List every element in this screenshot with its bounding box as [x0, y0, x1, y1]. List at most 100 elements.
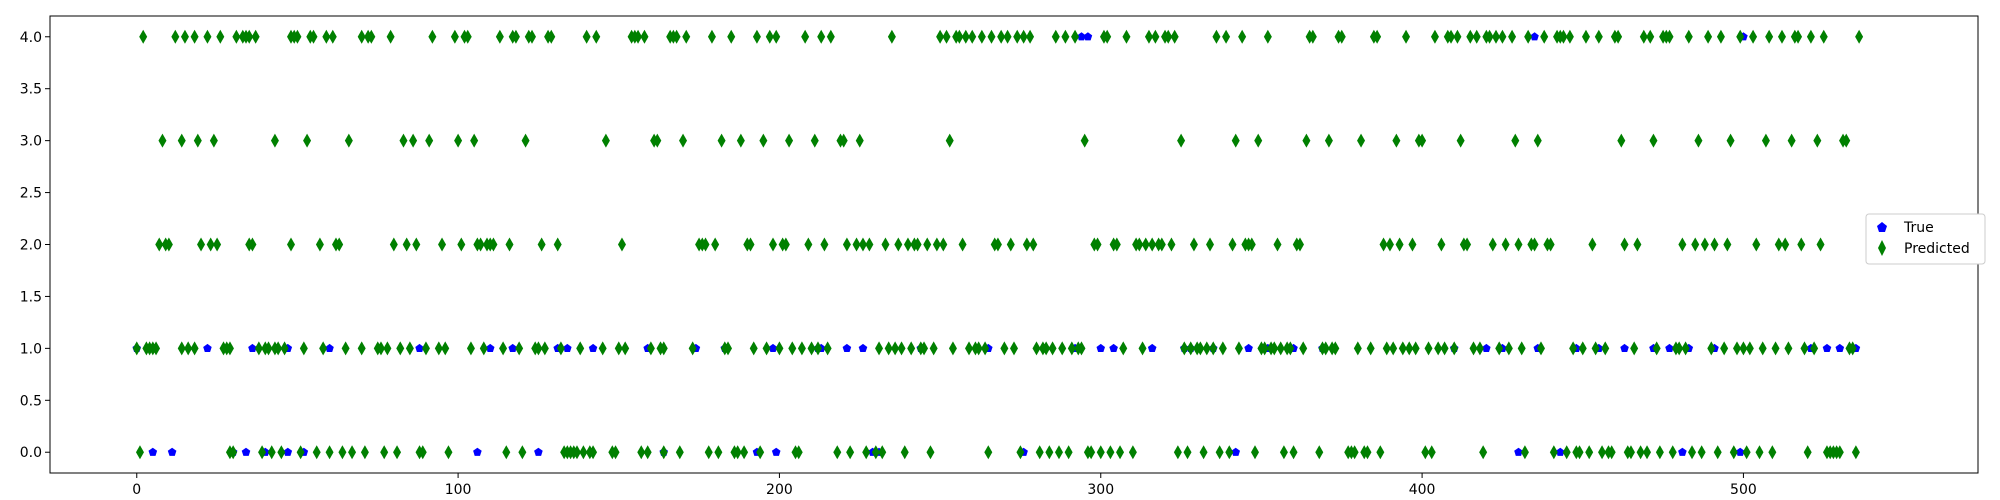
predicted-point [1713, 445, 1722, 460]
predicted-point [807, 341, 816, 356]
predicted-point [206, 237, 215, 252]
predicted-point [164, 237, 173, 252]
predicted-point [1392, 133, 1401, 148]
predicted-point [1752, 237, 1761, 252]
predicted-point [454, 133, 463, 148]
predicted-point [1042, 341, 1051, 356]
predicted-point [1173, 445, 1182, 460]
legend-frame [1865, 213, 1986, 265]
true-point [1096, 343, 1105, 352]
predicted-point [1479, 445, 1488, 460]
predicted-point [865, 237, 874, 252]
predicted-point [360, 445, 369, 460]
predicted-point [1054, 445, 1063, 460]
predicted-point [357, 29, 366, 44]
predicted-point [309, 29, 318, 44]
predicted-point [1376, 445, 1385, 460]
predicted-point [457, 237, 466, 252]
predicted-point [1617, 133, 1626, 148]
predicted-point [158, 133, 167, 148]
predicted-point [303, 133, 312, 148]
predicted-point [1295, 237, 1304, 252]
predicted-point [733, 445, 742, 460]
predicted-point [1704, 29, 1713, 44]
predicted-point [1103, 29, 1112, 44]
true-point [325, 343, 334, 352]
predicted-point [1745, 341, 1754, 356]
predicted-point [1694, 133, 1703, 148]
predicted-point [1614, 29, 1623, 44]
predicted-point [267, 445, 276, 460]
predicted-point [611, 445, 620, 460]
predicted-point [190, 341, 199, 356]
predicted-point [1524, 29, 1533, 44]
predicted-point [1733, 341, 1741, 356]
predicted-point [913, 237, 922, 252]
predicted-point [1691, 237, 1700, 252]
predicted-point [1810, 341, 1819, 356]
predicted-point [1302, 133, 1311, 148]
predicted-point [1646, 29, 1655, 44]
predicted-point [1723, 237, 1732, 252]
predicted-point [981, 341, 990, 356]
predicted-point [393, 445, 402, 460]
predicted-point [1591, 341, 1600, 356]
predicted-point [688, 341, 697, 356]
predicted-point [1003, 29, 1012, 44]
predicted-point [193, 133, 202, 148]
predicted-point [1498, 29, 1507, 44]
predicted-point [1231, 133, 1240, 148]
predicted-point [537, 237, 546, 252]
predicted-point [1466, 29, 1475, 44]
predicted-point [1800, 341, 1809, 356]
predicted-point [961, 29, 970, 44]
predicted-point [1575, 445, 1584, 460]
predicted-point [1594, 29, 1603, 44]
predicted-point [1485, 29, 1494, 44]
y-tick-label: 0.5 [20, 393, 42, 409]
predicted-point [711, 237, 720, 252]
predicted-point [511, 29, 520, 44]
predicted-point [556, 341, 565, 356]
predicted-point [1379, 237, 1388, 252]
predicted-point [1164, 29, 1173, 44]
predicted-point [1222, 29, 1231, 44]
predicted-point [296, 445, 305, 460]
predicted-point [1058, 341, 1067, 356]
predicted-point [1032, 341, 1041, 356]
predicted-point [762, 341, 771, 356]
predicted-point [274, 341, 283, 356]
predicted-point [1549, 445, 1558, 460]
predicted-point [1520, 445, 1529, 460]
predicted-point [1533, 133, 1542, 148]
predicted-point [1585, 445, 1594, 460]
predicted-point [1540, 29, 1549, 44]
predicted-point [1177, 133, 1186, 148]
predicted-point [1402, 29, 1411, 44]
predicted-point [1199, 445, 1208, 460]
predicted-point [1835, 445, 1844, 460]
predicted-point [672, 29, 681, 44]
predicted-point [425, 133, 434, 148]
predicted-point [190, 29, 199, 44]
predicted-point [842, 237, 851, 252]
predicted-point [348, 445, 357, 460]
predicted-point [1064, 445, 1073, 460]
predicted-point [643, 445, 652, 460]
predicted-point [801, 29, 810, 44]
predicted-point [428, 29, 437, 44]
predicted-point [1819, 29, 1828, 44]
predicted-point [1469, 341, 1478, 356]
true-point [768, 343, 778, 352]
predicted-point [1382, 341, 1391, 356]
predicted-point [839, 133, 848, 148]
legend-true-label: True [1903, 220, 1934, 236]
predicted-point [1128, 445, 1137, 460]
predicted-point [977, 29, 986, 44]
predicted-point [1851, 445, 1860, 460]
predicted-point [1761, 133, 1770, 148]
predicted-point [1048, 341, 1057, 356]
predicted-point [1475, 341, 1484, 356]
y-tick-label: 1.5 [20, 289, 42, 305]
predicted-point [637, 445, 646, 460]
